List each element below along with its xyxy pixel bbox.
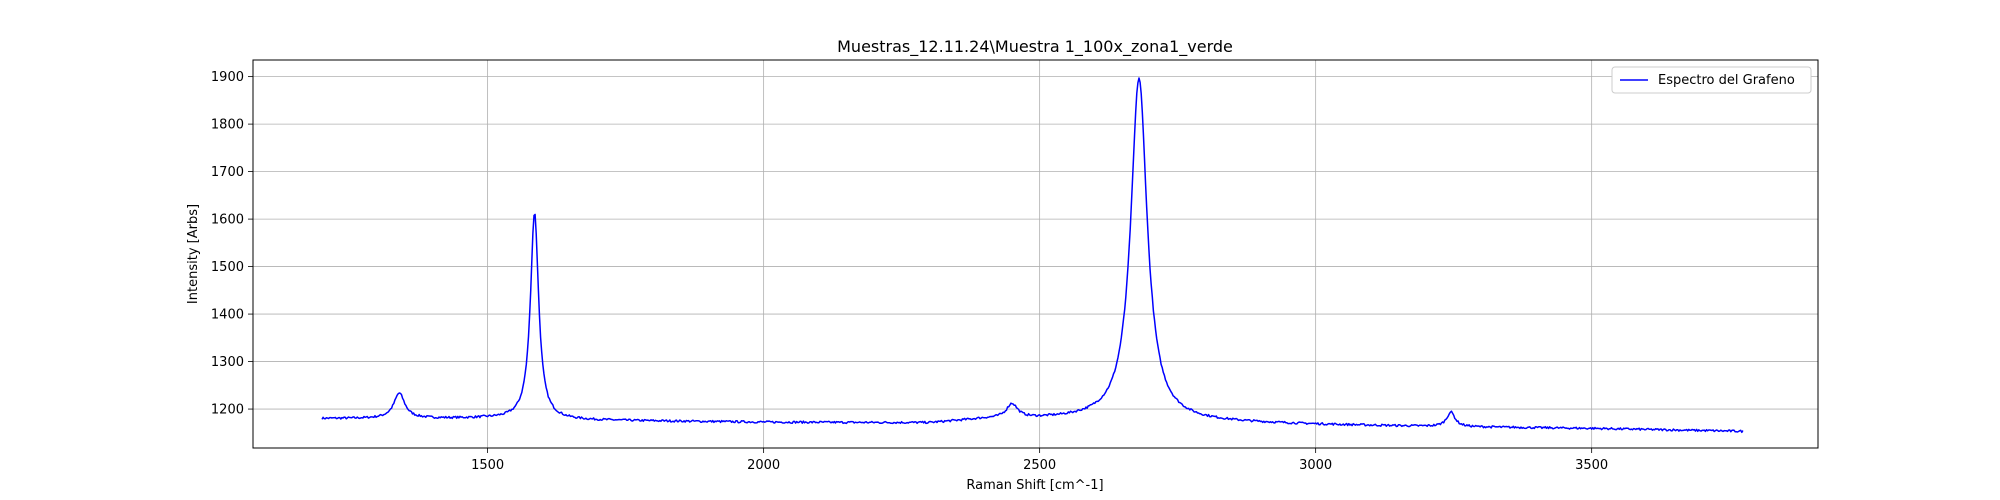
x-tick-label: 3000 xyxy=(1299,458,1332,473)
x-axis-label: Raman Shift [cm^-1] xyxy=(966,478,1103,493)
series-layer xyxy=(321,77,1744,434)
y-tick-label: 1600 xyxy=(211,213,244,228)
y-tick-label: 1500 xyxy=(211,260,244,275)
x-tick-label: 2000 xyxy=(747,458,780,473)
x-axis-ticks: 1500 2000 2500 3000 3500 xyxy=(471,448,1608,473)
legend: Espectro del Grafeno xyxy=(1611,66,1812,94)
y-tick-label: 1400 xyxy=(211,308,244,323)
y-axis-label: Intensity [Arbs] xyxy=(186,204,201,304)
plot-frame xyxy=(252,59,1819,449)
y-tick-label: 1700 xyxy=(211,165,244,180)
y-tick-label: 1200 xyxy=(211,403,244,418)
y-tick-label: 1800 xyxy=(211,118,244,133)
y-tick-label: 1300 xyxy=(211,355,244,370)
legend-entry-label: Espectro del Grafeno xyxy=(1658,73,1795,88)
legend-box xyxy=(1611,66,1812,94)
series-line-grafeno xyxy=(321,77,1744,434)
x-tick-label: 1500 xyxy=(471,458,504,473)
y-axis-ticks: 1200 1300 1400 1500 1600 1700 1800 1900 xyxy=(211,70,253,418)
grid xyxy=(253,60,1818,448)
y-tick-label: 1900 xyxy=(211,70,244,85)
x-tick-label: 2500 xyxy=(1023,458,1056,473)
chart-title: Muestras_12.11.24\Muestra 1_100x_zona1_v… xyxy=(837,37,1233,57)
x-tick-label: 3500 xyxy=(1575,458,1608,473)
